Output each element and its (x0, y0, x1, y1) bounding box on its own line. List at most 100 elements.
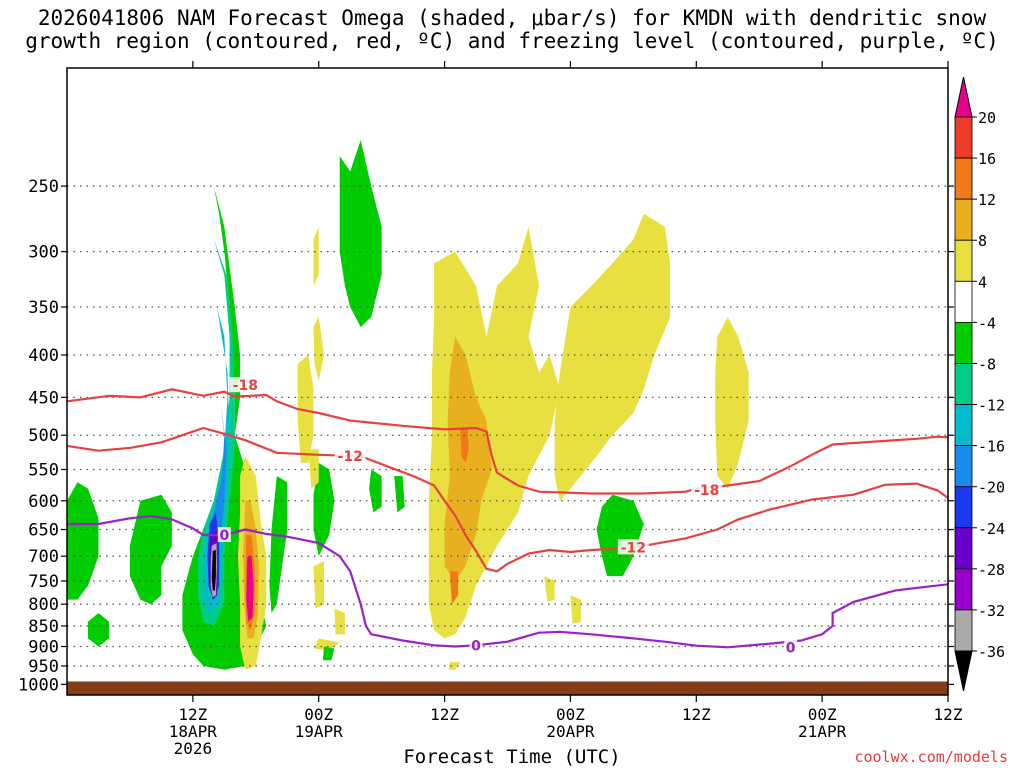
contour-label-bg (217, 527, 231, 543)
colorbar-label: 16 (978, 150, 996, 168)
omega-shaded-region (448, 662, 461, 670)
omega-shaded-region (596, 494, 644, 577)
colorbar-label: -36 (978, 643, 1005, 661)
x-tick-label: 19APR (295, 722, 344, 741)
contour-label: -12 (338, 449, 363, 465)
colorbar-swatch (954, 363, 973, 405)
colorbar-label: -32 (978, 602, 1005, 620)
contour-label: -18 (233, 378, 258, 394)
omega-shaded-region (313, 317, 324, 381)
plot-frame (66, 67, 949, 696)
omega-shaded-region (67, 482, 99, 600)
colorbar-label: 20 (978, 109, 996, 127)
y-tick-label: 750 (28, 572, 59, 592)
colorbar-label: 8 (978, 232, 987, 250)
colorbar-swatch (954, 486, 973, 529)
colorbar-label: -8 (978, 355, 996, 373)
colorbar-label: -4 (978, 314, 996, 332)
omega-shaded-region (313, 561, 324, 609)
x-tick-label: 12Z (934, 705, 963, 724)
omega-shaded-region (449, 571, 459, 605)
x-tick-label: 2026 (174, 739, 213, 758)
colorbar-label: -28 (978, 561, 1005, 579)
y-tick-label: 400 (28, 346, 59, 366)
colorbar-swatch (954, 157, 973, 200)
omega-shaded-region (313, 638, 340, 651)
y-tick-label: 300 (28, 243, 59, 263)
contour-label-bg (229, 377, 261, 393)
y-tick-label: 250 (28, 177, 59, 197)
y-tick-label: 1000 (18, 675, 59, 695)
omega-shaded-region (715, 317, 749, 489)
y-tick-label: 800 (28, 595, 59, 615)
colorbar-label: -24 (978, 520, 1005, 538)
contour-label: -12 (621, 540, 646, 556)
omega-shaded-region (394, 476, 405, 513)
colorbar-swatch (954, 198, 973, 241)
colorbar-swatch (954, 239, 973, 282)
colorbar-swatch (954, 280, 973, 323)
colorbar-label: -20 (978, 479, 1005, 497)
omega-shaded-region (334, 608, 345, 635)
omega-shaded-region (129, 494, 172, 605)
colorbar-swatch (954, 527, 973, 570)
chart-title-line-1: 2026041806 NAM Forecast Omega (shaded, μ… (37, 6, 987, 30)
contour-label-bg (784, 639, 798, 655)
x-tick-label: 12Z (178, 705, 207, 724)
omega-shaded-region (554, 213, 671, 501)
y-tick-label: 650 (28, 521, 59, 541)
contour-line (67, 426, 948, 573)
contour-label-bg (469, 637, 483, 653)
y-tick-label: 700 (28, 547, 59, 567)
x-tick-label: 12Z (682, 705, 711, 724)
omega-shaded-region (308, 449, 319, 489)
plot-area: -18 -12 -18 -12 0 0 0 (67, 140, 1011, 695)
omega-shaded-region (313, 226, 319, 286)
colorbar-top-arrow (954, 76, 973, 118)
colorbar-swatch (954, 609, 973, 652)
x-tick-label: 20APR (546, 722, 595, 741)
y-tick-label: 900 (28, 638, 59, 658)
contour-line (67, 388, 948, 495)
y-tick-label: 550 (28, 460, 59, 480)
omega-shaded-region (322, 646, 335, 661)
x-tick-label: 00Z (808, 705, 837, 724)
contour-label: 0 (471, 638, 481, 654)
x-axis-title: Forecast Time (UTC) (403, 746, 621, 768)
contour-label-bg (691, 481, 723, 497)
y-tick-label: 500 (28, 426, 59, 446)
colorbar-swatch (954, 445, 973, 488)
terrain-fill (67, 681, 948, 695)
omega-shaded-region (369, 469, 382, 513)
contour-label: 0 (786, 640, 796, 656)
omega-shaded-region (313, 462, 335, 557)
credit-watermark: coolwx.com/models (854, 748, 1008, 766)
x-tick-label: 18APR (169, 722, 218, 741)
y-tick-label: 450 (28, 388, 59, 408)
omega-shaded-region (88, 613, 109, 647)
colorbar-label: -12 (978, 397, 1005, 415)
colorbar-swatch (954, 568, 973, 611)
omega-shaded-region (570, 595, 581, 624)
x-tick-label: 12Z (430, 705, 459, 724)
colorbar-label: 4 (978, 273, 987, 291)
colorbar-label: 12 (978, 191, 996, 209)
contour-label: -18 (694, 483, 719, 499)
y-tick-label: 350 (28, 298, 59, 318)
x-tick-label: 21APR (798, 722, 847, 741)
omega-shaded-region (339, 140, 382, 327)
y-tick-label: 850 (28, 617, 59, 637)
omega-shaded-region (211, 550, 216, 591)
contour-label-bg (334, 448, 366, 464)
colorbar-swatch (954, 404, 973, 447)
y-tick-label: 600 (28, 492, 59, 512)
colorbar-swatch (954, 321, 973, 364)
x-tick-label: 00Z (556, 705, 585, 724)
omega-shaded-region (297, 355, 314, 463)
contour-label-bg (617, 539, 649, 555)
omega-shaded-region (269, 476, 288, 613)
omega-shaded-region (1004, 622, 1011, 641)
colorbar-bottom-arrow (954, 650, 973, 692)
colorbar-swatch (954, 116, 973, 159)
omega-shaded-region (460, 428, 469, 463)
